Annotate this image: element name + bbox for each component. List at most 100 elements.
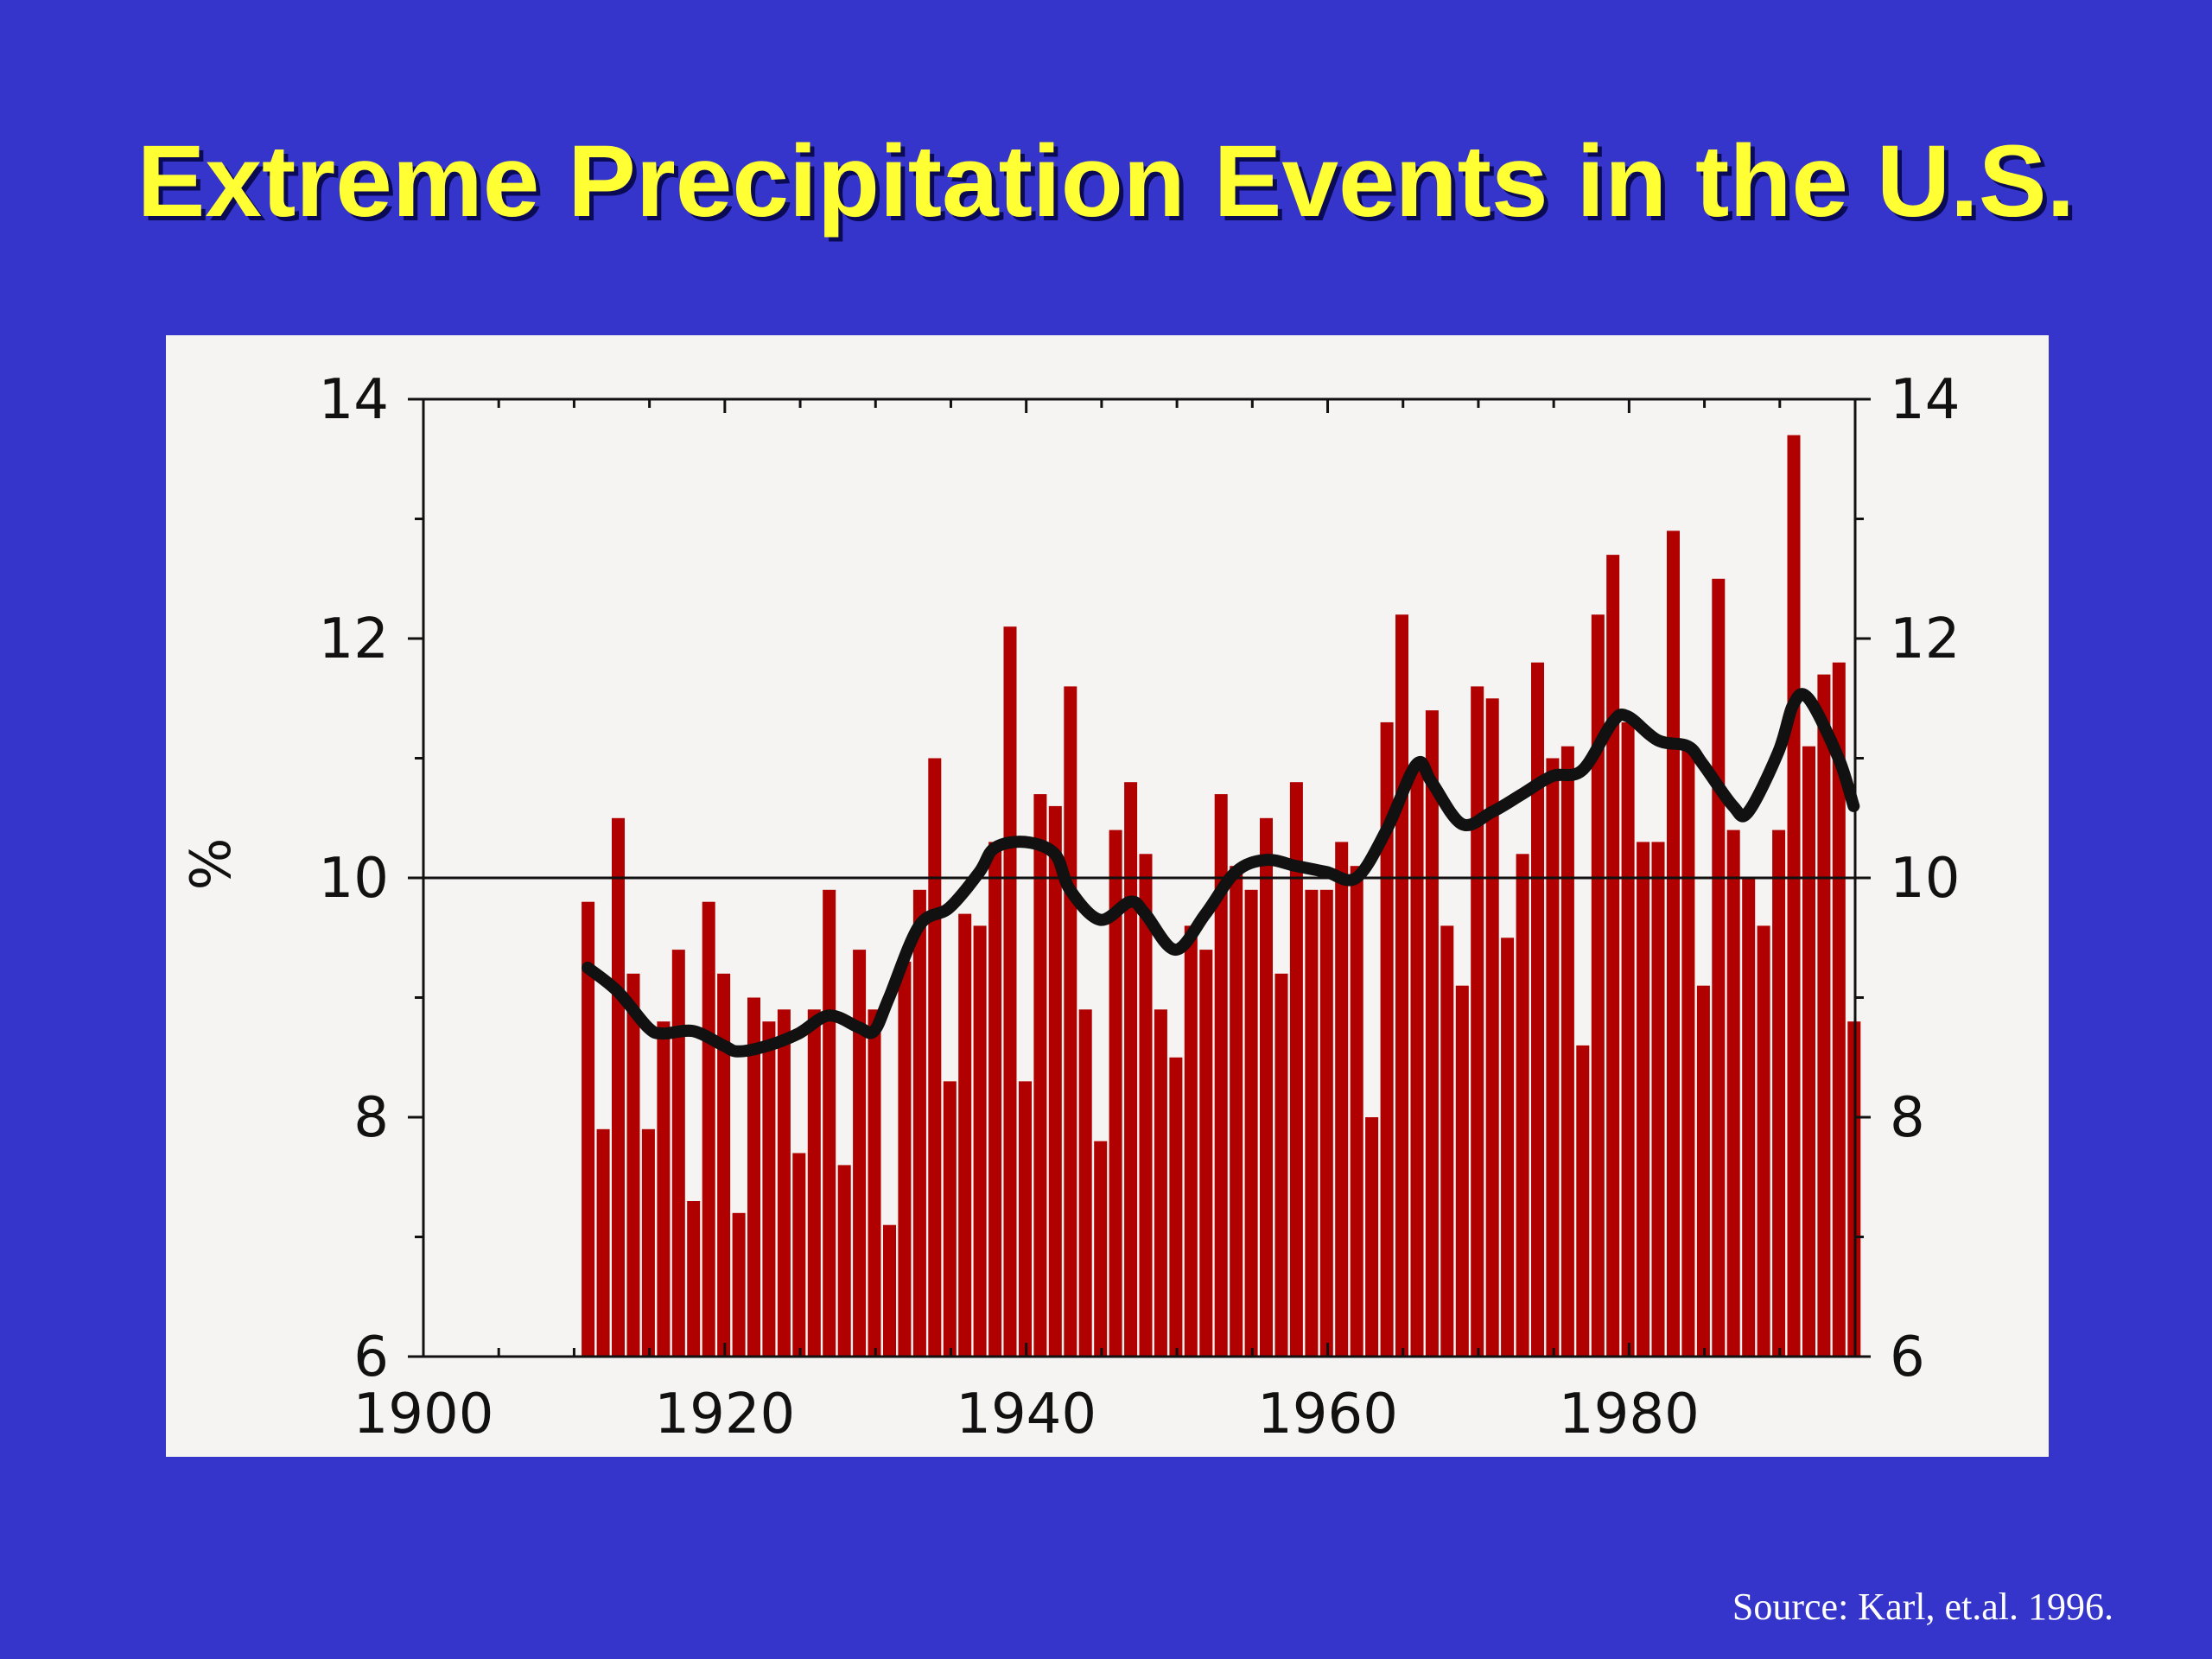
bar-1965 (1410, 770, 1424, 1357)
bar-1923 (777, 1009, 791, 1357)
bar-1971 (1501, 938, 1515, 1357)
bar-1946 (1124, 782, 1138, 1357)
bar-1911 (596, 1128, 610, 1357)
bar-1954 (1244, 889, 1258, 1357)
y-tick-label-right: 14 (1890, 368, 1960, 432)
precipitation-chart: 1900 1920 1940 1960 1980 6 8 10 12 14 6 8 10 12 14 % (180, 368, 1961, 1446)
bar-1973 (1531, 662, 1544, 1357)
bar-1951 (1199, 950, 1213, 1357)
bar-1985 (1712, 578, 1726, 1357)
bar-1980 (1637, 842, 1650, 1357)
bar-1960 (1335, 842, 1349, 1357)
bar-1963 (1380, 721, 1394, 1357)
bar-1942 (1064, 686, 1077, 1357)
bar-1947 (1139, 854, 1153, 1357)
bar-1978 (1606, 555, 1620, 1357)
bar-1956 (1274, 973, 1288, 1357)
bar-1991 (1802, 746, 1815, 1357)
y-tick-label-left: 12 (319, 607, 389, 671)
bar-1920 (732, 1212, 746, 1357)
bar-1935 (958, 913, 972, 1357)
bar-1984 (1696, 985, 1710, 1357)
bar-1930 (883, 1224, 896, 1357)
bar-1966 (1425, 710, 1439, 1357)
smoothed-trend-line (582, 688, 1860, 1058)
bar-1941 (1048, 805, 1062, 1357)
bar-1910 (582, 901, 595, 1357)
bar-1948 (1154, 1009, 1167, 1357)
source-citation: Source: Karl, et.al. 1996. (1732, 1586, 2113, 1628)
bar-1970 (1485, 698, 1499, 1357)
bar-1952 (1214, 794, 1228, 1357)
bar-1928 (853, 950, 867, 1357)
bar-1917 (687, 1201, 701, 1357)
bar-1945 (1109, 830, 1122, 1357)
x-tick-label: 1960 (1257, 1382, 1398, 1446)
chart-panel: 1900 1920 1940 1960 1980 6 8 10 12 14 6 8 10 12 14 % (166, 335, 2049, 1457)
bar-1943 (1078, 1009, 1092, 1357)
bar-1934 (943, 1081, 957, 1357)
bar-1955 (1260, 817, 1273, 1357)
bar-1914 (641, 1128, 655, 1357)
bar-1988 (1757, 925, 1770, 1357)
bar-1989 (1772, 830, 1786, 1357)
bar-1929 (868, 1009, 881, 1357)
y-tick-label-left: 10 (319, 847, 389, 911)
bar-1979 (1621, 721, 1635, 1357)
bar-1972 (1516, 854, 1529, 1357)
bar-1990 (1787, 435, 1801, 1357)
bar-1959 (1319, 889, 1333, 1357)
y-tick-label-right: 6 (1890, 1325, 1925, 1389)
bars-layer (582, 435, 1861, 1357)
bar-1967 (1440, 925, 1454, 1357)
bar-1918 (702, 901, 715, 1357)
bar-1953 (1230, 866, 1243, 1357)
bar-1937 (988, 842, 1002, 1357)
bar-1938 (1003, 626, 1017, 1357)
bar-1924 (792, 1153, 806, 1357)
bar-1993 (1832, 662, 1846, 1357)
bar-1922 (762, 1021, 776, 1357)
bar-1931 (898, 961, 912, 1357)
bar-1916 (671, 950, 685, 1357)
bar-1944 (1094, 1141, 1108, 1357)
bar-1926 (823, 889, 836, 1357)
y-tick-label-right: 8 (1890, 1086, 1925, 1150)
bar-1974 (1546, 758, 1560, 1357)
y-tick-label-left: 14 (319, 368, 389, 432)
bar-1957 (1289, 782, 1303, 1357)
bar-1992 (1817, 674, 1831, 1357)
bar-1958 (1305, 889, 1319, 1357)
bar-1949 (1169, 1057, 1183, 1357)
bar-1912 (612, 817, 625, 1357)
y-tick-label-right: 12 (1890, 607, 1960, 671)
x-tick-label: 1920 (654, 1382, 795, 1446)
bar-1975 (1560, 746, 1574, 1357)
bar-1936 (973, 925, 987, 1357)
bar-1915 (657, 1021, 671, 1357)
x-tick-label: 1900 (353, 1382, 494, 1446)
bar-1964 (1395, 614, 1408, 1357)
bar-1976 (1576, 1045, 1590, 1357)
bar-1913 (626, 973, 640, 1357)
bar-1925 (807, 1009, 821, 1357)
bar-1939 (1019, 1081, 1032, 1357)
bar-1962 (1365, 1117, 1379, 1357)
bar-1950 (1184, 925, 1198, 1357)
x-tick-label: 1940 (956, 1382, 1096, 1446)
bar-1968 (1455, 985, 1469, 1357)
bar-1977 (1591, 614, 1605, 1357)
y-axis-label: % (180, 838, 244, 891)
bar-1961 (1350, 866, 1363, 1357)
slide-title: Extreme Precipitation Events in the U.S. (137, 124, 2075, 238)
bar-1933 (928, 758, 942, 1357)
bar-1982 (1667, 531, 1680, 1357)
bar-1927 (837, 1165, 851, 1357)
y-tick-label-left: 6 (353, 1325, 389, 1389)
bar-1983 (1681, 746, 1695, 1357)
bar-1969 (1471, 686, 1484, 1357)
bar-1987 (1742, 878, 1756, 1357)
bar-1921 (747, 997, 760, 1357)
bar-1940 (1033, 794, 1047, 1357)
axes-layer: 1900 1920 1940 1960 1980 6 8 10 12 14 6 8 10 12 14 (319, 368, 1961, 1446)
